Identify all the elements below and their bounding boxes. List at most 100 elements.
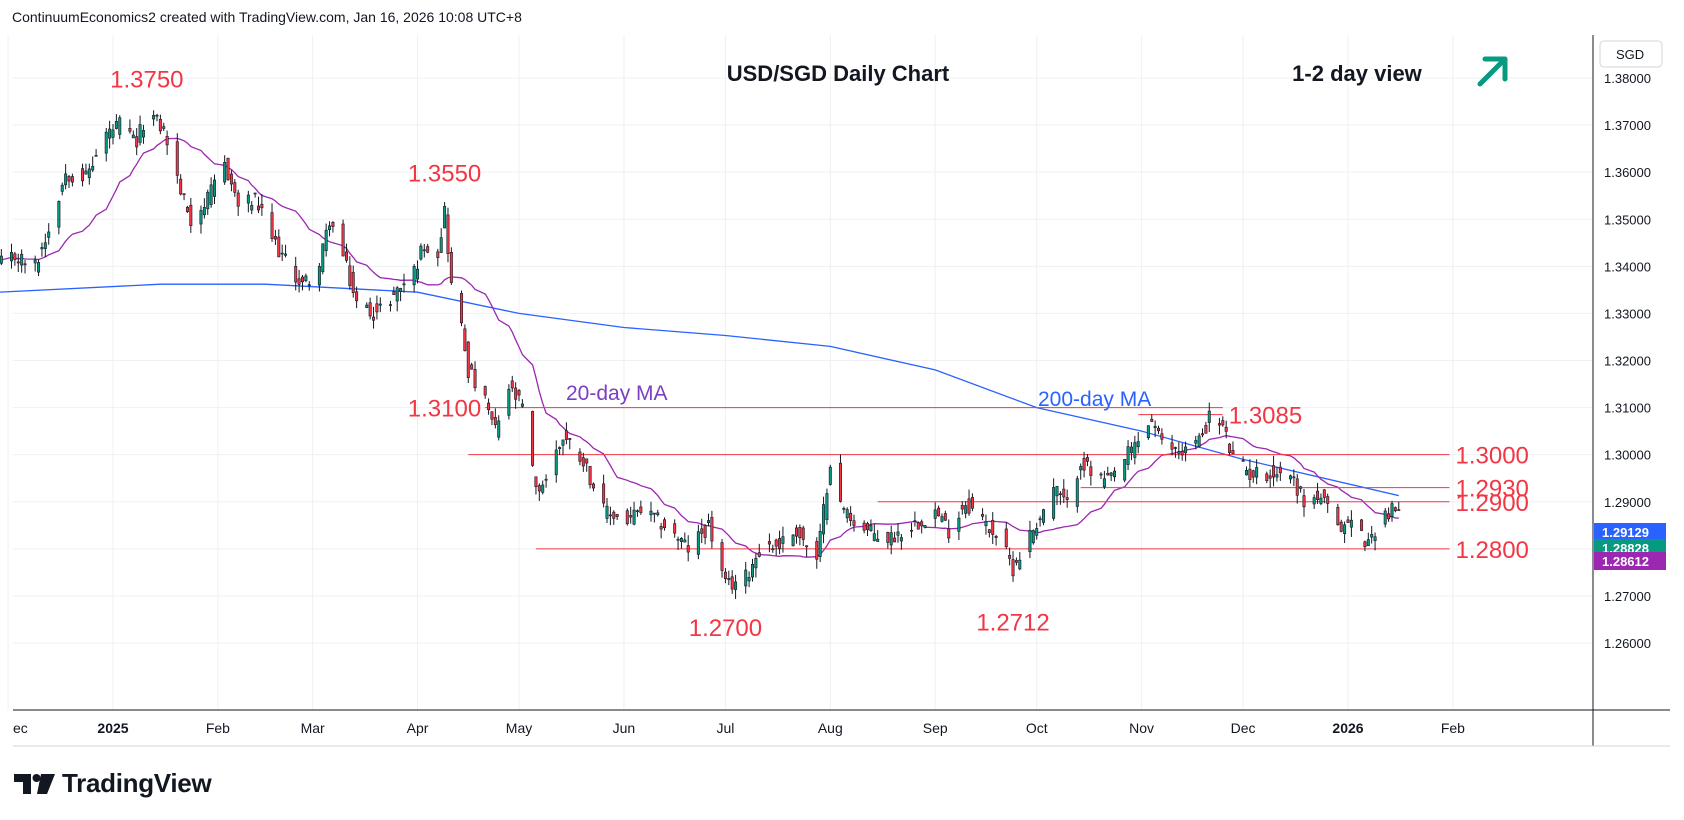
candle	[91, 156, 95, 173]
candle	[473, 361, 477, 392]
candle	[118, 115, 122, 140]
candle	[791, 534, 795, 547]
candle	[852, 514, 856, 532]
candle	[981, 508, 985, 521]
candle	[1241, 456, 1245, 462]
time-axis[interactable]: ec 2025 Feb Mar Apr May Jun Jul Aug Sep Oct Nov Dec 2…	[13, 720, 1465, 736]
up-right-arrow-icon	[1477, 56, 1508, 87]
candle	[568, 437, 572, 450]
swing-label: 1.3550	[408, 161, 481, 188]
candle	[520, 399, 524, 408]
candle	[1302, 488, 1306, 517]
candle	[1038, 515, 1042, 527]
candle	[1299, 485, 1303, 493]
candle	[1204, 421, 1208, 434]
candle	[1173, 446, 1177, 458]
candle	[707, 513, 710, 527]
candle	[683, 532, 687, 543]
candle	[1248, 459, 1252, 488]
candle	[957, 511, 961, 541]
candle	[842, 506, 846, 514]
candle	[1397, 501, 1401, 511]
candle	[1035, 522, 1039, 540]
candle	[1349, 510, 1353, 537]
candle	[774, 538, 778, 556]
price-tick-label: 1.30000	[1604, 448, 1651, 463]
tradingview-logo[interactable]: TradingView	[14, 768, 212, 799]
candle	[581, 452, 585, 472]
time-tick-label: 2026	[1332, 720, 1363, 736]
candle	[355, 286, 359, 309]
candle	[294, 256, 298, 291]
candle	[1041, 508, 1045, 526]
candle	[368, 297, 372, 320]
candle	[964, 501, 968, 519]
candle	[1363, 540, 1367, 552]
candle	[1085, 454, 1089, 467]
candle	[720, 538, 724, 578]
candle	[730, 570, 734, 594]
candle	[443, 202, 447, 229]
candle	[497, 415, 501, 441]
candle	[81, 163, 85, 187]
candle	[1231, 441, 1235, 455]
candle	[131, 130, 135, 139]
swing-label: 1.3750	[110, 67, 183, 94]
candle	[1275, 466, 1279, 482]
price-axis[interactable]: 1.38000 1.37000 1.36000 1.35000 1.34000 1.330…	[1604, 71, 1651, 651]
candle	[781, 526, 785, 553]
price-tick-label: 1.27000	[1604, 589, 1651, 604]
candle	[534, 476, 538, 495]
candle	[754, 552, 758, 578]
plot-background	[13, 35, 1593, 710]
candle	[1255, 459, 1259, 485]
candle	[60, 182, 64, 196]
candle	[899, 533, 903, 550]
candle	[794, 524, 798, 544]
time-tick-label: Oct	[1026, 720, 1048, 736]
candle	[284, 244, 288, 258]
candle	[307, 281, 311, 291]
currency-button[interactable]: SGD	[1599, 40, 1663, 68]
candle	[734, 574, 738, 599]
candle	[246, 190, 250, 213]
candle	[710, 510, 714, 549]
candle	[1055, 485, 1059, 506]
candle	[1207, 402, 1211, 432]
view-label: 1-2 day view	[1292, 61, 1423, 86]
candle	[1336, 503, 1340, 526]
candle	[341, 219, 345, 257]
candle	[866, 521, 870, 537]
candle	[23, 259, 27, 274]
candle	[910, 522, 914, 538]
ma20-label: 20-day MA	[566, 382, 668, 405]
currency-label: SGD	[1616, 47, 1644, 62]
candle	[226, 157, 230, 181]
candle	[564, 422, 568, 445]
candle	[253, 192, 257, 198]
tradingview-logo-icon	[14, 773, 55, 794]
candle	[141, 124, 145, 144]
candle	[872, 524, 876, 542]
candle	[1082, 451, 1086, 478]
candle	[229, 170, 233, 192]
candle	[1383, 508, 1387, 528]
candle	[1123, 458, 1127, 483]
candle	[1295, 474, 1299, 504]
candle	[348, 256, 352, 290]
time-tick-label: Nov	[1129, 720, 1154, 736]
candle	[1146, 425, 1150, 440]
candle	[1075, 475, 1079, 513]
candle	[483, 385, 487, 399]
candle	[402, 273, 406, 293]
candle	[778, 530, 782, 555]
candle	[849, 506, 853, 527]
price-tick-label: 1.29000	[1604, 495, 1651, 510]
candle	[16, 253, 20, 273]
candle	[1370, 526, 1374, 544]
candle	[20, 249, 24, 273]
chart-attribution: ContinuumEconomics2 created with Trading…	[12, 9, 522, 25]
candle	[937, 505, 941, 517]
candle	[767, 533, 771, 553]
